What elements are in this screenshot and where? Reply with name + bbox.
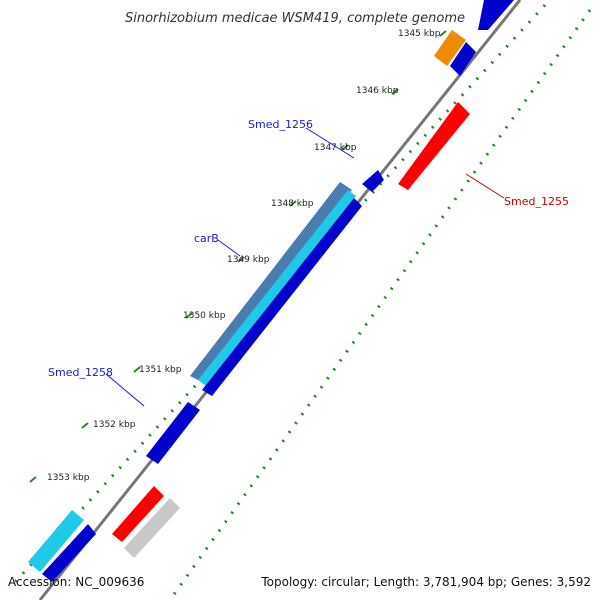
gene-red-bottom[interactable]: [112, 486, 164, 542]
gene-arrow-orange[interactable]: [434, 30, 466, 66]
tick-label-1350: 1350 kbp: [183, 311, 226, 321]
tick-label-1346: 1346 kbp: [356, 86, 399, 96]
leader-smed-1258: [105, 373, 145, 407]
gene-label-smed-1258[interactable]: Smed_1258: [48, 366, 113, 379]
gene-smed-1255[interactable]: [398, 102, 470, 190]
gene-arrow-blue-near-1345[interactable]: [450, 42, 476, 76]
tick-marks: [29, 30, 447, 483]
gene-smed-1256[interactable]: [362, 170, 384, 192]
tick-label-1345: 1345 kbp: [398, 29, 441, 39]
gene-gray-bottom[interactable]: [124, 498, 180, 558]
leader-smed-1256: [305, 127, 355, 159]
tick-label-1353: 1353 kbp: [47, 473, 90, 483]
leader-carb: [217, 239, 241, 257]
accession-text: Accession: NC_009636: [8, 575, 144, 589]
tick-label-1347: 1347 kbp: [314, 143, 357, 153]
gene-long-blue[interactable]: [202, 198, 362, 396]
gene-label-smed-1255[interactable]: Smed_1255: [504, 195, 569, 208]
gene-carb-outer[interactable]: [190, 182, 352, 382]
tick-label-1352: 1352 kbp: [93, 420, 136, 430]
gene-blue-bottom[interactable]: [42, 524, 96, 582]
tick-label-1348: 1348 kbp: [271, 199, 314, 209]
gene-arrow-top-blue[interactable]: [478, 0, 514, 30]
gene-label-smed-1256[interactable]: Smed_1256: [248, 118, 313, 131]
tick-label-1351: 1351 kbp: [139, 365, 182, 375]
gene-carb-highlight[interactable]: [198, 190, 356, 386]
gc-content-track-inner: [168, 9, 592, 600]
gene-label-carb[interactable]: carB: [194, 232, 219, 245]
gene-smed-1258[interactable]: [146, 402, 200, 464]
gene-cyan-bottom[interactable]: [28, 510, 84, 572]
leader-smed-1255: [465, 173, 505, 199]
tick-label-1349: 1349 kbp: [227, 255, 270, 265]
map-title: Sinorhizobium medicae WSM419, complete g…: [125, 11, 465, 26]
genome-stats-text: Topology: circular; Length: 3,781,904 bp…: [260, 575, 591, 589]
